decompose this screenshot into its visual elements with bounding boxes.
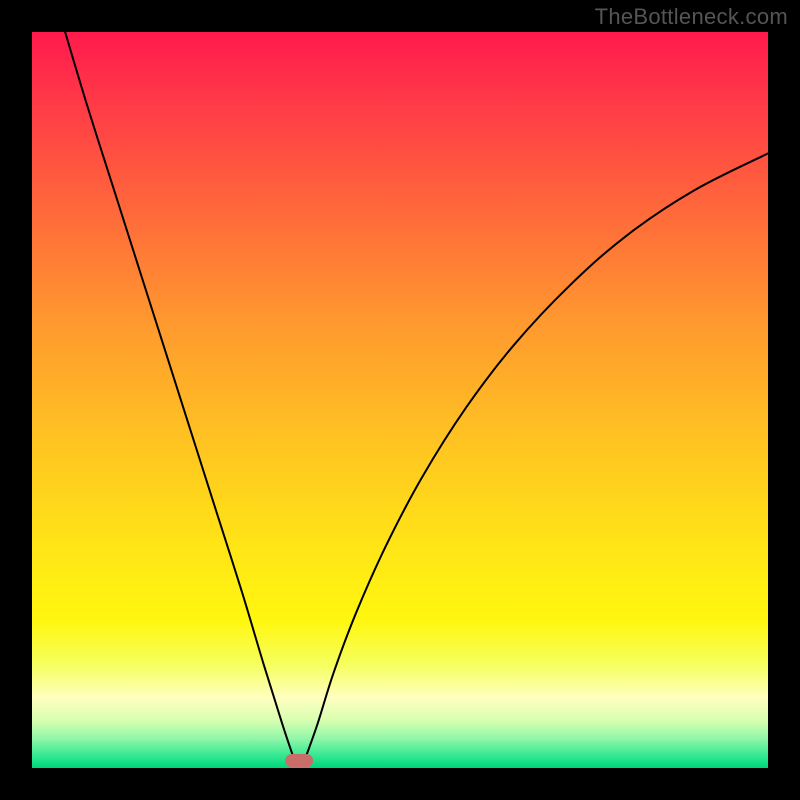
plot-area — [32, 32, 768, 768]
curve-path — [65, 32, 768, 757]
chart-container: TheBottleneck.com — [0, 0, 800, 800]
watermark-text: TheBottleneck.com — [595, 4, 788, 30]
min-marker — [285, 754, 313, 767]
bottleneck-curve — [32, 32, 768, 768]
